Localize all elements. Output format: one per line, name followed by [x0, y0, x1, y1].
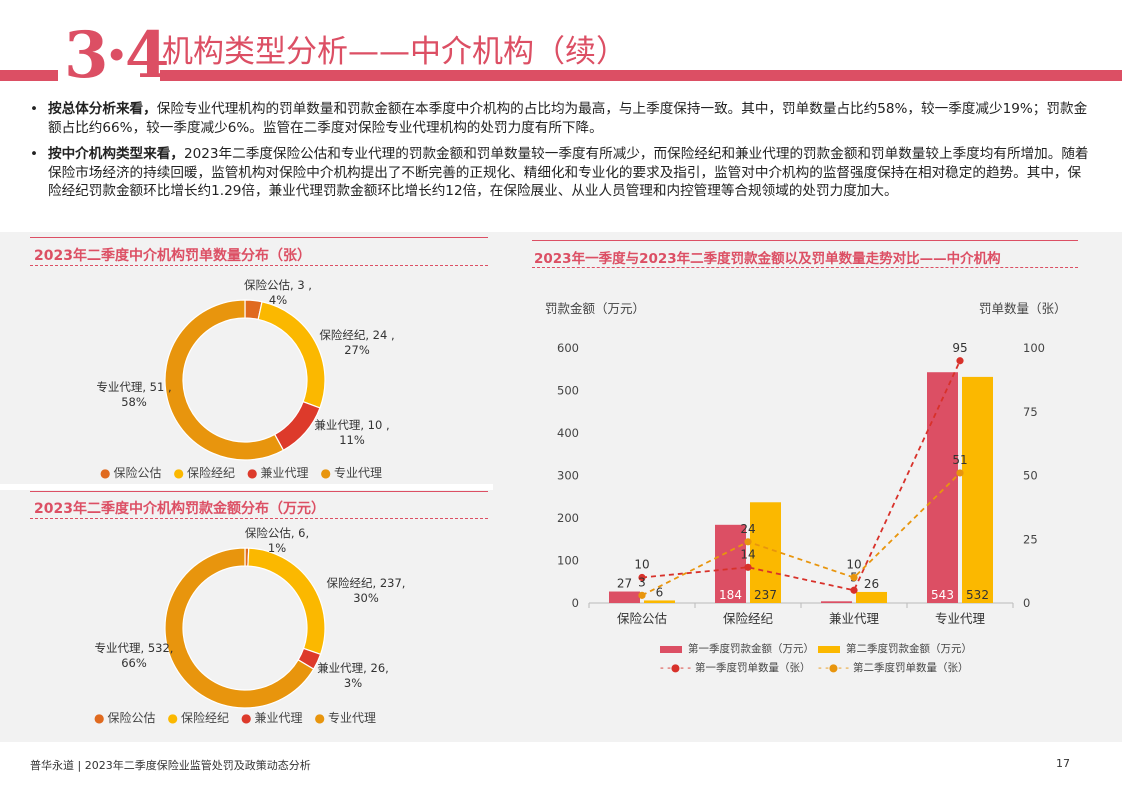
line-label: 10	[634, 558, 649, 572]
right-tick-label: 100	[1023, 341, 1045, 355]
line-label: 14	[740, 547, 755, 561]
line-point-q1-0	[638, 573, 646, 582]
right-tick-label: 25	[1023, 532, 1038, 546]
line-label: 51	[952, 453, 967, 467]
donut1-label-jingji: 保险经纪, 24 , 27%	[319, 328, 395, 357]
x-tick-label: 保险经纪	[723, 611, 774, 626]
bar-label: 543	[931, 588, 954, 602]
bar-label: 6	[656, 585, 664, 599]
line-point-q2-2	[850, 573, 858, 582]
line-q2	[641, 472, 961, 597]
summary-bullets: 按总体分析来看，保险专业代理机构的罚单数量和罚款金额在本季度中介机构的占比均为最…	[30, 100, 1092, 209]
footer-text: 普华永道 | 2023年二季度保险业监管处罚及政策动态分析	[30, 759, 311, 772]
donut1-chart	[164, 299, 326, 461]
combo-axes: 罚款金额（万元） 罚单数量（张） 0 100 200 300 400 500 600 0 25 50 7…	[545, 301, 1067, 626]
right-tick-label: 50	[1023, 469, 1038, 483]
bullet-type: 按中介机构类型来看，2023年二季度保险公估和专业代理的罚款金额和罚单数量较一季…	[30, 145, 1092, 201]
bar-q1-1	[715, 524, 746, 603]
bar-q1-0	[609, 591, 640, 603]
left-tick-label: 200	[557, 511, 579, 525]
donut2-label-zhuanye: 专业代理, 532, 66%	[94, 641, 174, 670]
bar-label: 237	[754, 588, 777, 602]
bar-q2-3	[962, 376, 993, 603]
x-tick-label: 兼业代理	[829, 611, 880, 626]
bar-q2-0	[644, 600, 675, 603]
donut2-slice-1	[247, 547, 326, 656]
x-tick-label: 专业代理	[935, 611, 986, 626]
line-q1	[641, 360, 961, 592]
donut1-legend: ● 保险公估 ● 保险经纪 ● 兼业代理 ● 专业代理	[100, 466, 382, 480]
line-label: 3	[638, 575, 646, 589]
left-tick-label: 300	[557, 469, 579, 483]
left-axis-title: 罚款金额（万元）	[545, 301, 645, 316]
line-point-q2-1	[744, 538, 752, 546]
donut1-slice-3	[164, 299, 285, 461]
combo-legend: 第一季度罚款金额（万元） 第二季度罚款金额（万元） - -●- - 第一季度罚单数量…	[660, 643, 972, 674]
donut2-title: 2023年二季度中介机构罚款金额分布（万元）	[34, 501, 325, 517]
left-tick-label: 0	[572, 596, 579, 610]
panel-combo-chart	[493, 232, 1122, 742]
line-label: 24	[740, 522, 755, 536]
left-tick-label: 100	[557, 554, 579, 568]
right-tick-label: 75	[1023, 405, 1038, 419]
line-point-q2-0	[638, 591, 646, 599]
left-tick-label: 400	[557, 426, 579, 440]
page-title: 机构类型分析——中介机构（续）	[162, 34, 627, 70]
bar-q2-2	[856, 591, 887, 603]
left-tick-label: 500	[557, 384, 579, 398]
line-point-q1-1	[744, 563, 752, 571]
donut1-label-jianye: 兼业代理, 10 , 11%	[314, 418, 390, 447]
header-bar	[0, 70, 1122, 81]
donut2-slice-3	[164, 547, 315, 709]
right-tick-label: 0	[1023, 596, 1030, 610]
right-axis-title: 罚单数量（张）	[979, 301, 1067, 316]
left-tick-label: 600	[557, 341, 579, 355]
x-tick-label: 保险公估	[617, 611, 667, 626]
line-point-q1-3	[956, 357, 964, 365]
bar-q2-1	[750, 502, 781, 603]
combo-title: 2023年一季度与2023年二季度罚款金额以及罚单数量走势对比——中介机构	[534, 251, 1001, 267]
page-number: 17	[1056, 757, 1070, 770]
line-label: 95	[952, 341, 967, 355]
donut2-label-jianye: 兼业代理, 26, 3%	[317, 661, 389, 690]
bullet-overall: 按总体分析来看，保险专业代理机构的罚单数量和罚款金额在本季度中介机构的占比均为最…	[30, 100, 1092, 137]
line-label: 10	[846, 558, 861, 572]
donut2-legend: ● 保险公估 ● 保险经纪 ● 兼业代理 ● 专业代理	[94, 711, 376, 725]
bar-label: 27	[617, 577, 632, 591]
section-number: 3·4	[58, 18, 169, 94]
donut1-label-gongu: 保险公估, 3 , 4%	[244, 278, 312, 307]
donut1-label-zhuanye: 专业代理, 51 , 58%	[96, 380, 172, 409]
donut2-label-jingji: 保险经纪, 237, 30%	[326, 576, 406, 605]
bar-label: 184	[719, 588, 742, 602]
bar-label: 532	[966, 588, 989, 602]
donut1-title: 2023年二季度中介机构罚单数量分布（张）	[34, 248, 311, 264]
line-point-q2-3	[956, 469, 964, 477]
bar-q1-3	[927, 372, 958, 603]
bar-q1-2	[821, 601, 852, 603]
bar-label: 26	[864, 577, 879, 591]
line-point-q1-2	[850, 586, 858, 594]
donut2-label-gongu: 保险公估, 6, 1%	[244, 526, 310, 555]
combo-chart: 罚款金额（万元） 罚单数量（张） 0 100 200 300 400 500 600 0 25 50 7…	[545, 301, 1067, 626]
donut2-chart	[164, 547, 326, 709]
